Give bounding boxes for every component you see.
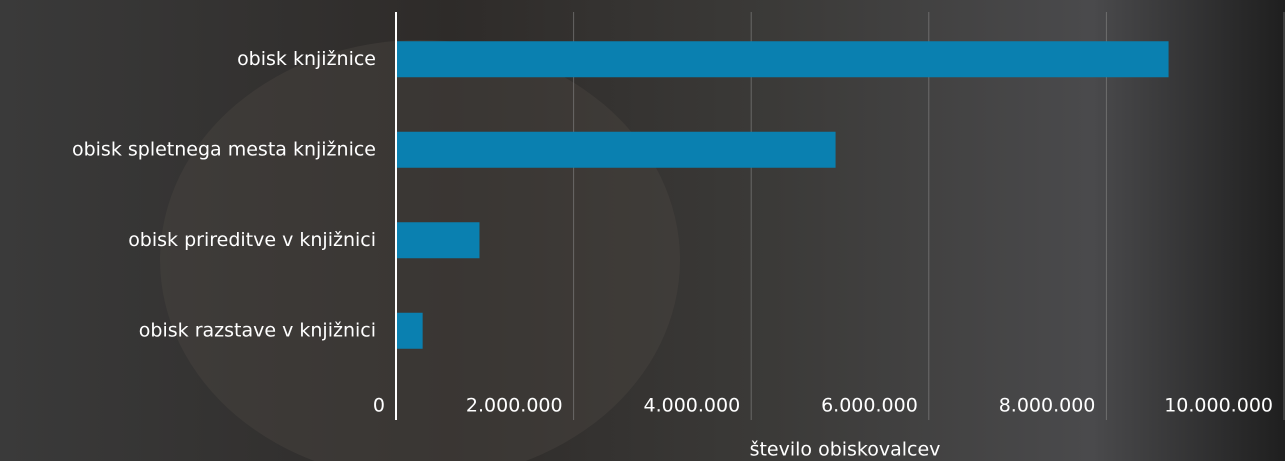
bar	[396, 222, 480, 259]
x-tick-label: 6.000.000	[821, 395, 918, 417]
y-tick-label: obisk prireditve v knjižnici	[128, 229, 376, 251]
x-axis-label: število obiskovalcev	[750, 439, 941, 461]
y-tick-label: obisk knjižnice	[237, 48, 376, 70]
bar	[396, 41, 1169, 78]
x-tick-label: 0	[373, 395, 385, 417]
bar	[396, 312, 423, 349]
x-tick-label: 10.000.000	[1164, 395, 1273, 417]
x-tick-label: 2.000.000	[466, 395, 563, 417]
x-tick-label: 8.000.000	[999, 395, 1096, 417]
x-tick-label: 4.000.000	[643, 395, 740, 417]
y-tick-label: obisk spletnega mesta knjižnice	[72, 138, 376, 160]
bar	[396, 131, 836, 168]
y-tick-label: obisk razstave v knjižnici	[139, 319, 376, 341]
